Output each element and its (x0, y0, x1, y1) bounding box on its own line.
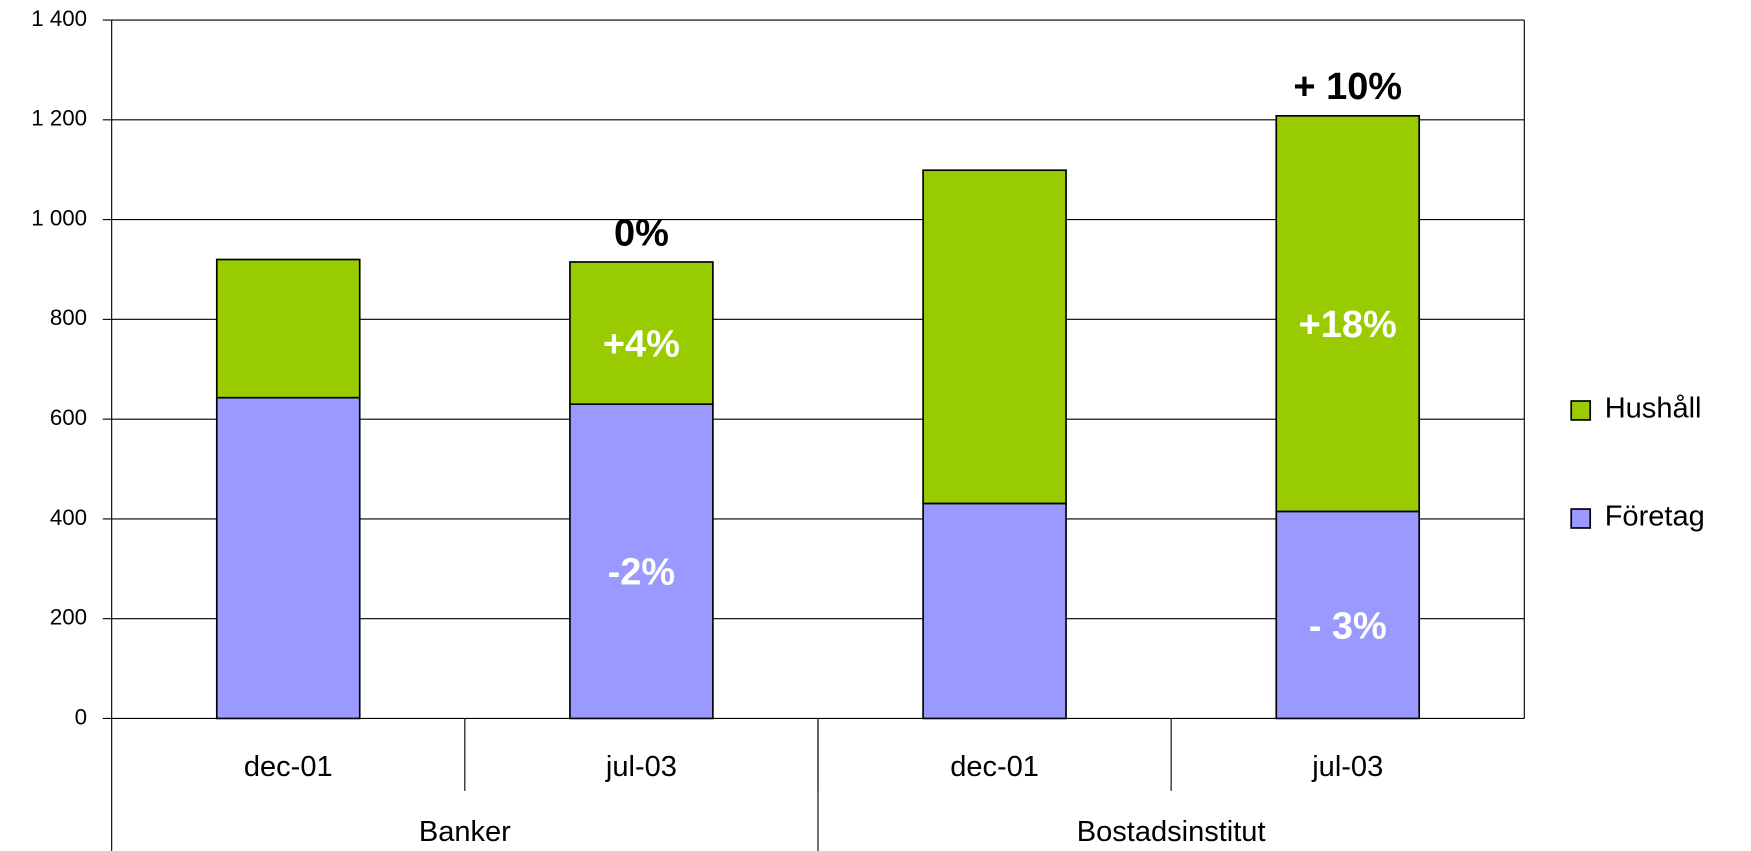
bar-segment (215, 258, 361, 399)
y-tick-label: 1 400 (31, 6, 87, 31)
y-tick-label: 200 (50, 605, 87, 630)
group-label: Bostadsinstitut (1077, 816, 1266, 848)
change-label: - 3% (1309, 605, 1387, 647)
x-tick-label: jul-03 (605, 751, 677, 783)
bar-segment (215, 396, 361, 720)
x-tick-label: jul-03 (1311, 751, 1383, 783)
legend-swatch (1570, 400, 1592, 421)
change-label: -2% (608, 552, 676, 594)
change-label: +18% (1299, 304, 1397, 346)
legend-swatch (1570, 508, 1592, 529)
legend-label: Företag (1605, 501, 1705, 533)
bar-segment (922, 502, 1067, 720)
y-tick-label: 400 (50, 505, 87, 530)
y-tick-label: 0 (75, 704, 87, 729)
y-tick-label: 1 000 (31, 206, 87, 231)
group-label: Banker (419, 816, 511, 848)
y-tick-label: 1 200 (31, 106, 87, 131)
y-tick-label: 800 (50, 305, 87, 330)
bar-segment (1275, 114, 1421, 513)
bar-segment (1275, 510, 1421, 720)
x-tick-label: dec-01 (244, 751, 333, 783)
y-tick-label: 600 (50, 405, 87, 430)
x-tick-label: dec-01 (950, 751, 1039, 783)
bar-segment (922, 169, 1067, 505)
legend-label: Hushåll (1605, 393, 1702, 425)
bar-segment (569, 261, 714, 406)
total-change-label: 0% (614, 212, 669, 254)
change-label: +4% (603, 323, 680, 365)
total-change-label: + 10% (1293, 66, 1402, 108)
